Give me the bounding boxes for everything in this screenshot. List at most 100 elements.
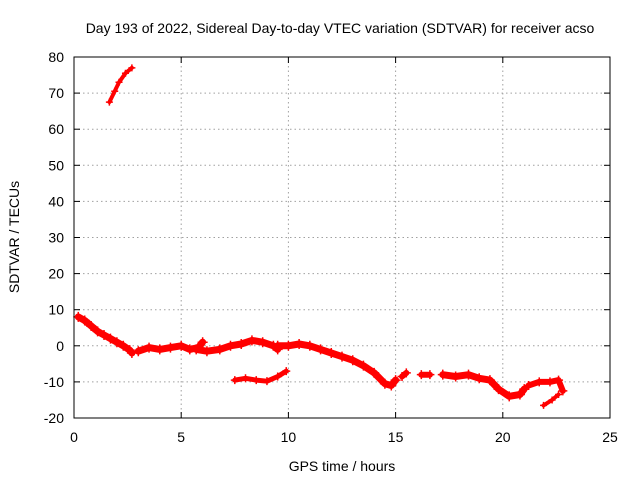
- data-point: [79, 315, 90, 326]
- data-point: [326, 348, 337, 359]
- x-tick-label: 5: [177, 429, 185, 445]
- data-point: [474, 373, 485, 384]
- data-point: [379, 378, 390, 389]
- y-tick-label: 70: [48, 85, 64, 101]
- data-point: [257, 337, 268, 348]
- data-point: [201, 346, 212, 357]
- series-arc-6: [272, 338, 401, 391]
- series-arc-4: [191, 335, 283, 357]
- data-point: [73, 311, 84, 322]
- data-point: [548, 396, 556, 404]
- data-point: [225, 340, 236, 351]
- data-point: [437, 369, 448, 380]
- data-point: [154, 344, 165, 355]
- data-point: [92, 326, 103, 337]
- data-point: [144, 342, 155, 353]
- series-arc-2: [105, 64, 136, 106]
- x-tick-label: 15: [388, 429, 404, 445]
- data-point: [386, 380, 397, 391]
- data-point: [545, 377, 555, 387]
- data-point: [272, 340, 283, 351]
- data-point: [241, 374, 250, 383]
- data-point: [191, 344, 202, 355]
- data-point: [294, 338, 305, 349]
- y-tick-label: 50: [48, 157, 64, 173]
- y-tick-label: 10: [48, 302, 64, 318]
- data-point: [128, 64, 136, 72]
- data-point: [197, 337, 208, 348]
- data-point: [273, 372, 282, 381]
- data-point: [401, 368, 411, 378]
- data-point: [463, 369, 474, 380]
- y-tick-label: 40: [48, 193, 64, 209]
- data-point: [337, 351, 347, 362]
- axis-ticks: [73, 56, 611, 419]
- data-point: [214, 344, 225, 355]
- data-point: [115, 78, 123, 86]
- data-point: [493, 384, 504, 395]
- series-arc-11: [540, 391, 563, 409]
- data-point: [105, 98, 113, 106]
- data-point: [555, 391, 563, 399]
- data-point: [262, 377, 271, 386]
- y-tick-label: -20: [44, 410, 64, 426]
- data-point: [514, 389, 525, 400]
- series-line: [274, 340, 400, 389]
- data-series: [73, 64, 568, 409]
- series-arc-10: [524, 375, 568, 396]
- data-point: [425, 370, 435, 380]
- grid: [74, 57, 610, 418]
- series-arc-5: [230, 367, 291, 386]
- series-arc-9: [437, 369, 530, 402]
- data-point: [282, 367, 291, 376]
- data-point: [558, 386, 568, 396]
- data-point: [347, 355, 358, 366]
- data-point: [111, 87, 119, 95]
- data-point: [105, 333, 116, 344]
- x-tick-label: 25: [602, 429, 618, 445]
- series-arc-1: [73, 311, 137, 359]
- data-point: [121, 69, 129, 77]
- y-tick-label: 60: [48, 121, 64, 137]
- data-point: [126, 348, 137, 359]
- data-point: [252, 376, 261, 385]
- data-point: [165, 342, 176, 353]
- x-axis-label: GPS time / hours: [289, 458, 396, 474]
- data-point: [484, 375, 495, 386]
- data-point: [554, 375, 564, 385]
- data-point: [358, 360, 369, 371]
- data-point: [111, 337, 122, 348]
- data-point: [534, 377, 544, 387]
- data-point: [504, 391, 515, 402]
- data-point: [450, 371, 461, 382]
- data-point: [304, 340, 315, 351]
- data-point: [524, 381, 534, 391]
- data-point: [133, 346, 144, 357]
- data-point: [236, 338, 247, 349]
- data-point: [540, 401, 548, 409]
- x-tick-label: 10: [281, 429, 297, 445]
- series-arc-7: [397, 368, 411, 381]
- data-point: [246, 335, 257, 346]
- series-line: [74, 313, 136, 357]
- chart-title: Day 193 of 2022, Sidereal Day-to-day VTE…: [86, 20, 595, 36]
- data-point: [416, 370, 426, 380]
- data-point: [390, 375, 401, 386]
- y-tick-label: 20: [48, 266, 64, 282]
- series-arc-8: [416, 370, 435, 380]
- data-point: [369, 367, 380, 378]
- data-point: [176, 340, 187, 351]
- tick-labels: 0 5 10 15 20 25 -20 -10 0 10 20 30 40 50 60 70 80: [44, 49, 618, 445]
- data-point: [118, 340, 129, 351]
- data-point: [283, 340, 294, 351]
- x-tick-label: 20: [495, 429, 511, 445]
- y-tick-label: 80: [48, 49, 64, 65]
- y-tick-label: 0: [56, 338, 64, 354]
- data-point: [230, 376, 239, 385]
- data-point: [315, 344, 326, 355]
- x-tick-label: 0: [70, 429, 78, 445]
- data-point: [99, 329, 110, 340]
- y-tick-label: 30: [48, 230, 64, 246]
- y-axis-label: SDTVAR / TECUs: [6, 181, 22, 293]
